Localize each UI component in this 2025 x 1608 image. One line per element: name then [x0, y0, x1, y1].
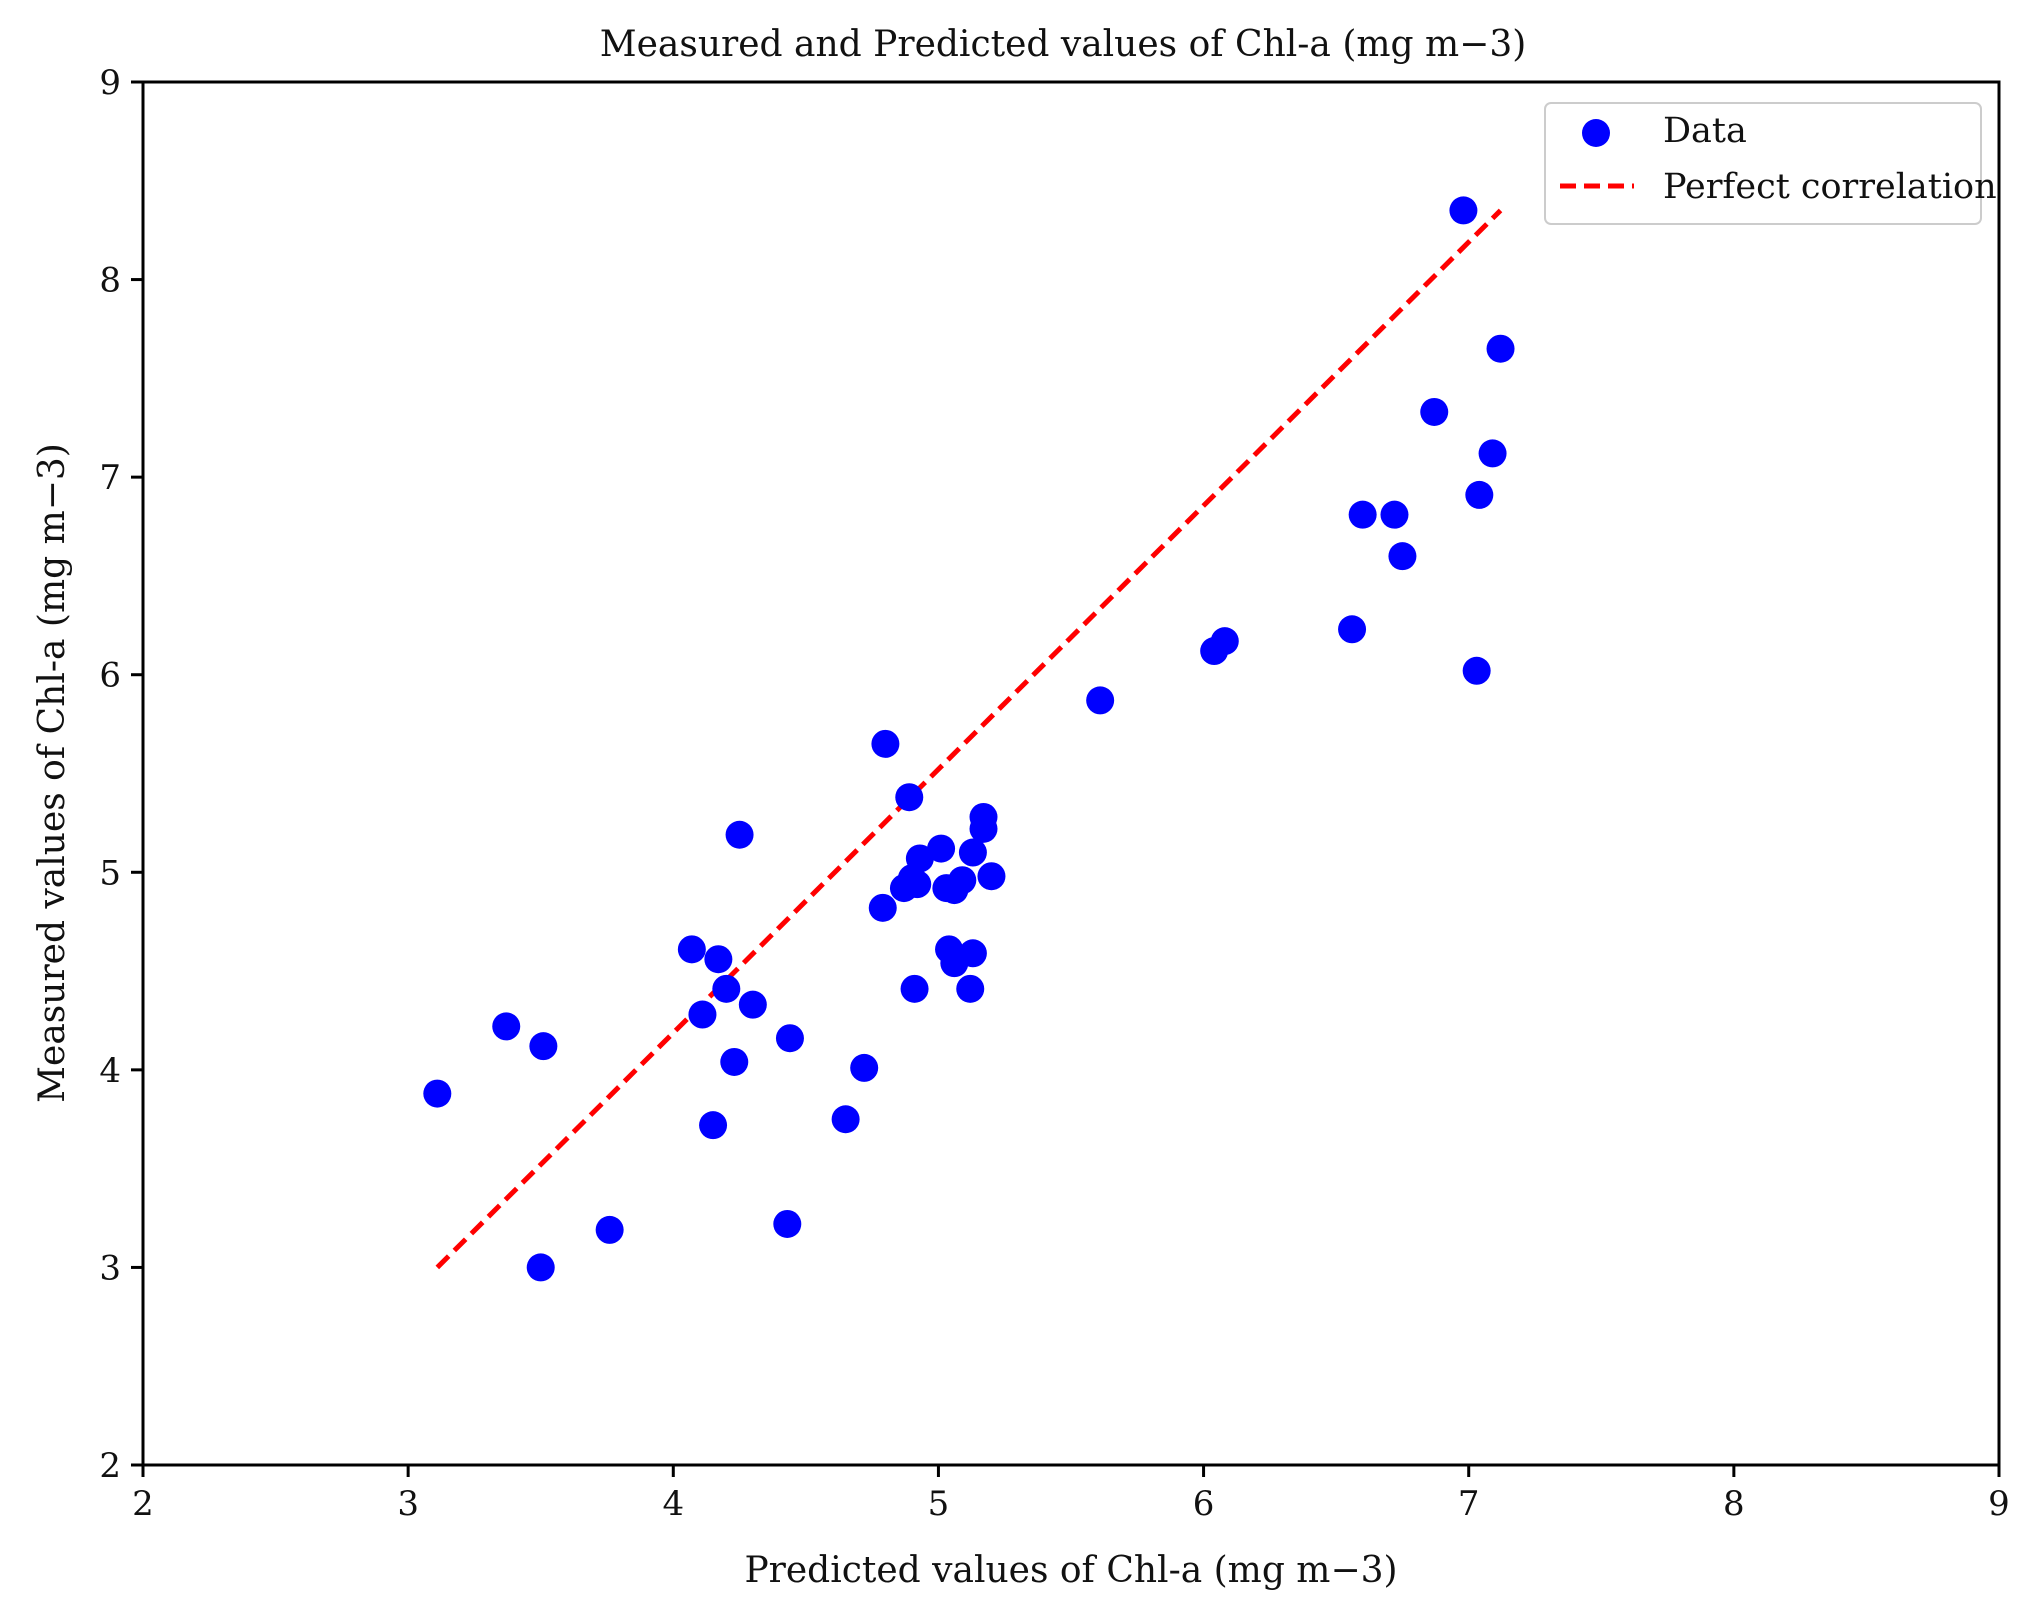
- data-point: [1348, 500, 1377, 529]
- x-axis-ticks: 2 3 4 5 6 7 8 9: [132, 1465, 2010, 1524]
- data-point: [969, 814, 998, 843]
- data-point: [1462, 656, 1491, 685]
- data-point: [492, 1012, 521, 1041]
- data-point: [956, 974, 985, 1003]
- y-tick-label: 5: [99, 853, 121, 893]
- data-point: [738, 990, 767, 1019]
- data-point: [704, 945, 733, 974]
- data-point: [1486, 334, 1515, 363]
- data-point: [423, 1079, 452, 1108]
- y-tick-label: 4: [99, 1051, 121, 1091]
- y-tick-label: 6: [99, 656, 121, 696]
- data-point: [1380, 500, 1409, 529]
- y-axis-label: Measured values of Chl-a (mg m−3): [32, 443, 73, 1103]
- data-point: [1210, 627, 1239, 656]
- data-point: [927, 834, 956, 863]
- data-point: [773, 1209, 802, 1238]
- legend-box: [1544, 102, 1982, 225]
- x-tick-label: 2: [132, 1484, 154, 1524]
- perfect-correlation-line: [435, 208, 1503, 1270]
- chart-title: Measured and Predicted values of Chl-a (…: [600, 24, 1527, 65]
- y-axis-ticks: 2 3 4 5 6 7 8 9: [99, 63, 143, 1486]
- x-tick-label: 7: [1458, 1484, 1480, 1524]
- data-point: [895, 783, 924, 812]
- legend-data-marker: [1582, 119, 1610, 147]
- x-tick-label: 5: [928, 1484, 950, 1524]
- data-point: [725, 820, 754, 849]
- plot-area: [141, 80, 2001, 1467]
- y-tick-label: 2: [99, 1446, 121, 1486]
- data-point: [529, 1032, 558, 1061]
- x-tick-label: 4: [662, 1484, 684, 1524]
- data-point: [1449, 196, 1478, 225]
- data-point: [775, 1024, 804, 1053]
- y-tick-label: 7: [99, 458, 121, 498]
- y-tick-label: 3: [99, 1248, 121, 1288]
- x-axis-label: Predicted values of Chl-a (mg m−3): [744, 1550, 1397, 1591]
- data-point: [850, 1053, 879, 1082]
- data-point: [868, 893, 897, 922]
- data-point: [958, 939, 987, 968]
- data-point: [1465, 480, 1494, 509]
- data-point: [977, 862, 1006, 891]
- legend-line-label: Perfect correlation: [1663, 167, 1997, 207]
- data-point: [688, 1000, 717, 1029]
- x-tick-label: 8: [1723, 1484, 1745, 1524]
- legend: Data Perfect correlation: [1544, 102, 1997, 225]
- data-point: [905, 844, 934, 873]
- data-point: [595, 1215, 624, 1244]
- x-tick-label: 9: [1988, 1484, 2010, 1524]
- series-layer: [423, 196, 1515, 1282]
- data-point: [958, 838, 987, 867]
- legend-data-label: Data: [1663, 111, 1747, 151]
- data-point: [1338, 615, 1367, 644]
- data-point: [831, 1105, 860, 1134]
- data-point: [720, 1047, 749, 1076]
- data-point: [699, 1111, 728, 1140]
- y-tick-label: 8: [99, 261, 121, 301]
- data-point: [1086, 686, 1115, 715]
- data-point: [903, 870, 932, 899]
- data-point: [948, 866, 977, 895]
- y-tick-label: 9: [99, 63, 121, 103]
- data-point: [1420, 397, 1449, 426]
- x-tick-label: 3: [397, 1484, 419, 1524]
- x-tick-label: 6: [1193, 1484, 1215, 1524]
- data-point: [712, 974, 741, 1003]
- data-point: [900, 974, 929, 1003]
- data-point: [1388, 542, 1417, 571]
- data-point: [1478, 439, 1507, 468]
- data-point: [871, 729, 900, 758]
- data-point: [677, 935, 706, 964]
- data-point: [526, 1253, 555, 1282]
